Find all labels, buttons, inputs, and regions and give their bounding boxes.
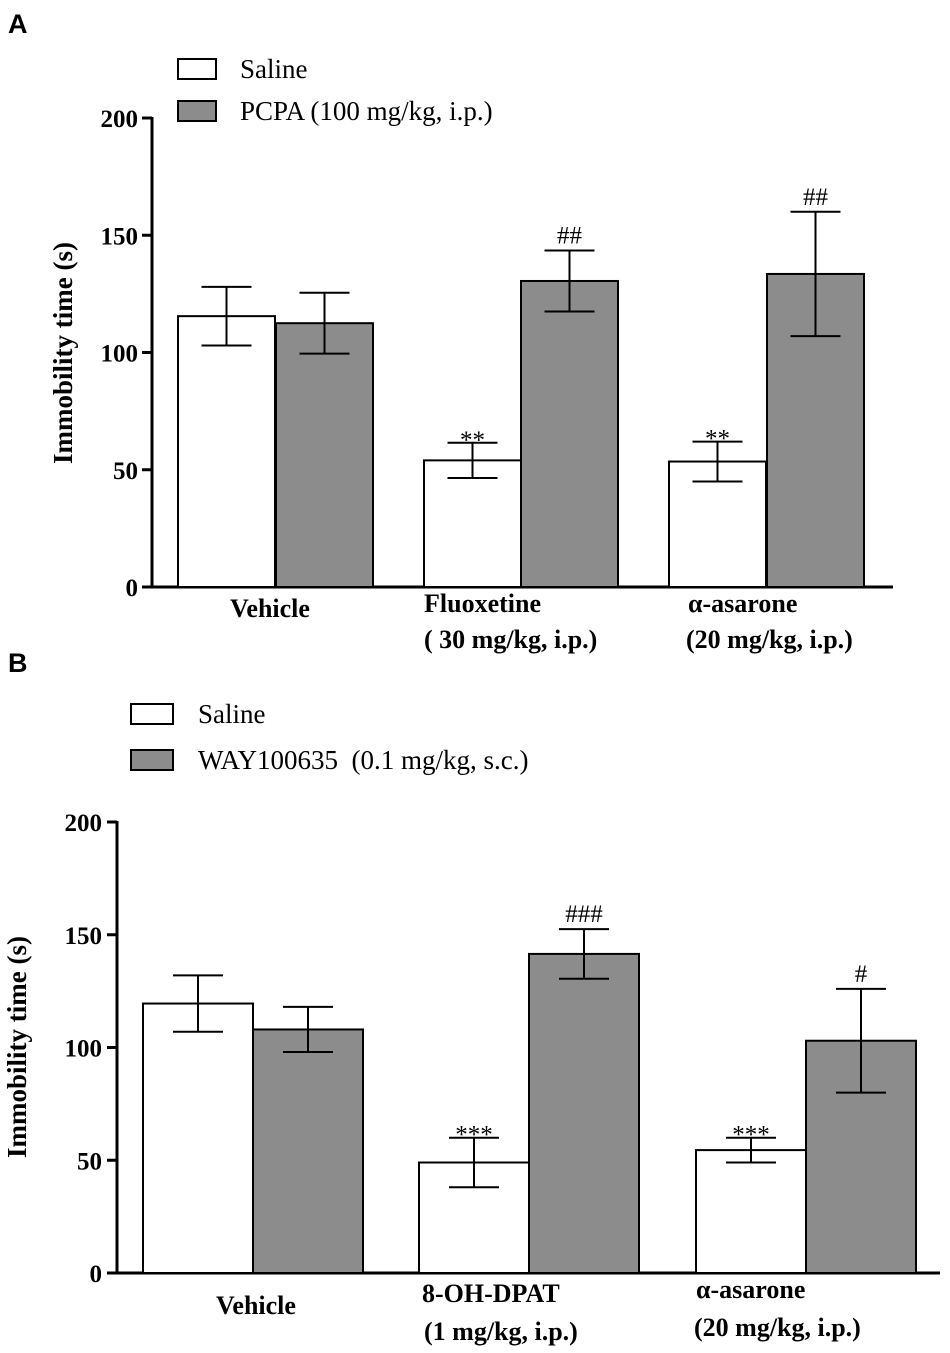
y-axis-label-b: Immobility time (s) [2, 936, 32, 1158]
category-labels-b: Vehicle 8-OH-DPAT (1 mg/kg, i.p.) α-asar… [216, 1275, 861, 1346]
legend-b-saline-swatch [130, 703, 174, 725]
y-tick-label: 150 [65, 923, 103, 950]
legend-a-saline-label: Saline [240, 54, 308, 84]
y-tick-label: 200 [65, 810, 103, 837]
category-label-vehicle: Vehicle [216, 1291, 296, 1320]
panel-letter-b: B [8, 648, 28, 678]
legend-a-pcpa-label: PCPA (100 mg/kg, i.p.) [240, 96, 493, 126]
significance-hash: ## [803, 184, 829, 211]
category-label-8-oh-dpat: 8-OH-DPAT [422, 1279, 560, 1308]
panel-b: B Saline WAY100635 (0.1 mg/kg, s.c.) Imm… [2, 648, 940, 1346]
significance-asterisks: *** [455, 1122, 493, 1149]
y-tick-label: 0 [90, 1261, 103, 1288]
significance-hash: ## [557, 222, 583, 249]
legend-a-saline-swatch [177, 58, 217, 80]
significance-hash: ### [565, 901, 603, 928]
y-tick-label: 0 [126, 575, 139, 602]
legend-a-pcpa-swatch [177, 100, 217, 122]
bars-b: *** ***#### [142, 901, 917, 1275]
category-label-fluoxetine-dose: ( 30 mg/kg, i.p.) [424, 625, 597, 654]
y-tick-label: 50 [113, 458, 138, 485]
category-label-8-oh-dpat-dose: (1 mg/kg, i.p.) [424, 1317, 578, 1346]
y-tick-label: 100 [65, 1036, 103, 1063]
bar-treatment [528, 952, 640, 1274]
bar-saline [177, 315, 276, 588]
y-tick-label: 150 [101, 223, 139, 250]
legend-b-way-label: WAY100635 (0.1 mg/kg, s.c.) [198, 745, 529, 775]
y-tick-label: 200 [101, 106, 139, 133]
legend-b: Saline WAY100635 (0.1 mg/kg, s.c.) [130, 699, 529, 775]
legend-b-saline-label: Saline [198, 699, 266, 729]
category-label-vehicle: Vehicle [230, 594, 310, 623]
panel-letter-a: A [8, 9, 28, 39]
y-axis-label-a: Immobility time (s) [48, 242, 78, 464]
category-label-fluoxetine: Fluoxetine [424, 589, 541, 618]
significance-asterisks: *** [732, 1122, 770, 1149]
legend-a: Saline PCPA (100 mg/kg, i.p.) [177, 54, 493, 126]
significance-asterisks: ** [460, 427, 485, 454]
y-tick-label: 100 [101, 341, 139, 368]
panel-a: A Saline PCPA (100 mg/kg, i.p.) Immobili… [8, 9, 893, 654]
bar-treatment [275, 322, 374, 588]
significance-asterisks: ** [705, 426, 730, 453]
category-label-asarone-dose: (20 mg/kg, i.p.) [686, 625, 853, 654]
category-labels-a: Vehicle Fluoxetine ( 30 mg/kg, i.p.) α-a… [230, 589, 853, 654]
bar-saline [423, 459, 522, 588]
category-label-asarone-dose: (20 mg/kg, i.p.) [694, 1313, 861, 1342]
category-label-asarone: α-asarone [688, 589, 797, 618]
y-tick-label: 50 [77, 1148, 102, 1175]
legend-b-way-swatch [130, 749, 174, 771]
bar-treatment [520, 279, 619, 588]
bar-saline [695, 1149, 807, 1275]
bars-a: ** ** ## ## [177, 184, 865, 589]
category-label-asarone: α-asarone [696, 1275, 805, 1304]
bar-saline [142, 1002, 254, 1275]
bar-treatment [252, 1028, 364, 1274]
significance-hash: # [855, 961, 868, 988]
